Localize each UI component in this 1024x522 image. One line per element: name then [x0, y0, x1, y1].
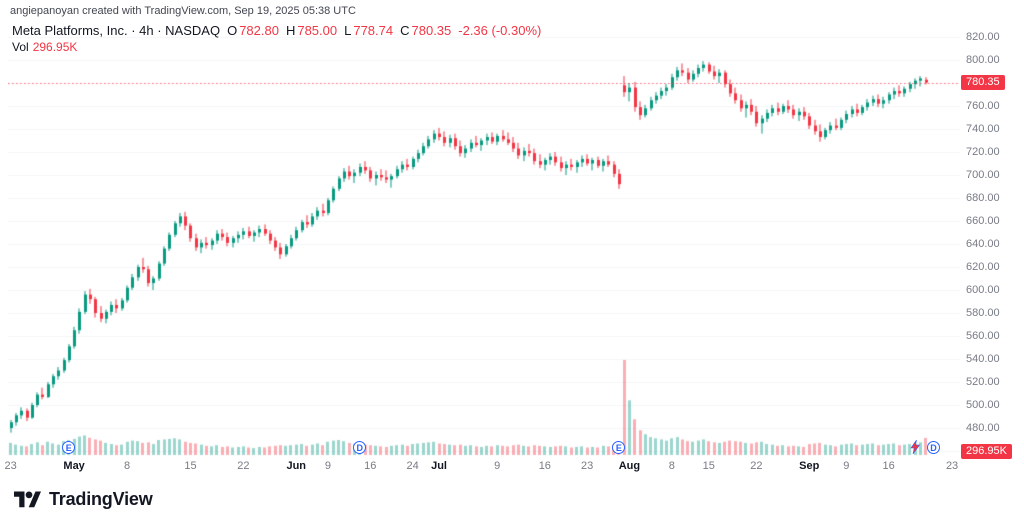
- time-axis-label: 9: [843, 460, 850, 472]
- last-price-badge: 780.35: [961, 74, 1005, 90]
- lightning-event-marker-icon[interactable]: [909, 439, 921, 455]
- candles-canvas[interactable]: [8, 26, 960, 458]
- dividend-marker-icon[interactable]: D: [927, 441, 941, 454]
- attribution-text: angiepanoyan created with TradingView.co…: [10, 5, 356, 17]
- volume-label: Vol: [12, 40, 29, 54]
- price-axis-label: 760.00: [966, 100, 1000, 112]
- time-axis-label: 8: [123, 460, 131, 472]
- time-axis-label: Jul: [431, 460, 447, 472]
- symbol-title[interactable]: Meta Platforms, Inc. · 4h · NASDAQ: [12, 23, 221, 38]
- time-axis-label: 9: [324, 460, 332, 472]
- time-axis-label: May: [63, 460, 85, 472]
- close-value: 780.35: [411, 23, 452, 38]
- time-axis-label: 24: [406, 460, 419, 472]
- symbol-legend: Meta Platforms, Inc. · 4h · NASDAQ O 782.8…: [12, 23, 541, 38]
- price-axis-label: 820.00: [966, 31, 1000, 43]
- high-value: 785.00: [297, 23, 338, 38]
- price-axis-label: 480.00: [966, 422, 1000, 434]
- price-axis-label: 540.00: [966, 353, 1000, 365]
- price-axis-label: 500.00: [966, 399, 1000, 411]
- time-axis-label: 16: [538, 460, 551, 472]
- tradingview-logo-icon[interactable]: [14, 488, 41, 510]
- dividend-marker-icon[interactable]: D: [353, 441, 367, 454]
- time-axis[interactable]: 23 May 8 15 22 Jun 9 16 24 Jul 9 16 23 Aug 8 15 22 Sep 9 16…: [4, 458, 960, 476]
- time-axis-label: 15: [184, 460, 197, 472]
- change-value: -2.36 (-0.30%): [458, 23, 542, 38]
- time-axis-label: 22: [750, 460, 763, 472]
- time-axis-label: 15: [702, 460, 715, 472]
- price-axis-label: 520.00: [966, 376, 1000, 388]
- price-axis-label: 800.00: [966, 54, 1000, 66]
- price-axis-label: 740.00: [966, 123, 1000, 135]
- price-axis-label: 720.00: [966, 146, 1000, 158]
- price-axis-label: 640.00: [966, 238, 1000, 250]
- time-axis-label: 16: [882, 460, 895, 472]
- time-axis-label: 23: [581, 460, 594, 472]
- time-axis-label: Sep: [799, 460, 820, 472]
- time-axis-label: 22: [237, 460, 250, 472]
- volume-value: 296.95K: [32, 40, 78, 54]
- open-value: 782.80: [239, 23, 279, 38]
- time-axis-label: 23: [945, 460, 959, 472]
- price-axis[interactable]: 780.35 296.95K 820.00800.00780.00760.007…: [960, 26, 1024, 459]
- footer-bar: TradingView: [0, 476, 1024, 522]
- price-axis-label: 560.00: [966, 330, 1000, 342]
- earnings-marker-icon[interactable]: E: [62, 441, 76, 454]
- price-axis-label: 580.00: [966, 307, 1000, 319]
- time-axis-label: 23: [4, 460, 17, 472]
- price-axis-label: 620.00: [966, 261, 1000, 273]
- volume-legend: Vol 296.95K: [12, 40, 77, 54]
- time-axis-label: 8: [668, 460, 675, 472]
- low-value: 778.74: [353, 23, 394, 38]
- price-axis-label: 660.00: [966, 215, 1000, 227]
- time-axis-label: 9: [494, 460, 501, 472]
- price-axis-label: 680.00: [966, 192, 1000, 204]
- price-axis-label: 700.00: [966, 169, 1000, 181]
- close-label: C: [400, 23, 410, 38]
- open-label: O: [227, 23, 238, 38]
- time-axis-label: Jun: [286, 460, 307, 472]
- time-axis-label: 16: [364, 460, 377, 472]
- last-volume-badge: 296.95K: [961, 444, 1012, 459]
- earnings-marker-icon[interactable]: E: [612, 441, 626, 454]
- price-axis-label: 600.00: [966, 284, 1000, 296]
- low-label: L: [344, 23, 352, 38]
- time-axis-label: Aug: [618, 460, 641, 472]
- tradingview-wordmark[interactable]: TradingView: [49, 488, 153, 509]
- high-label: H: [285, 23, 296, 38]
